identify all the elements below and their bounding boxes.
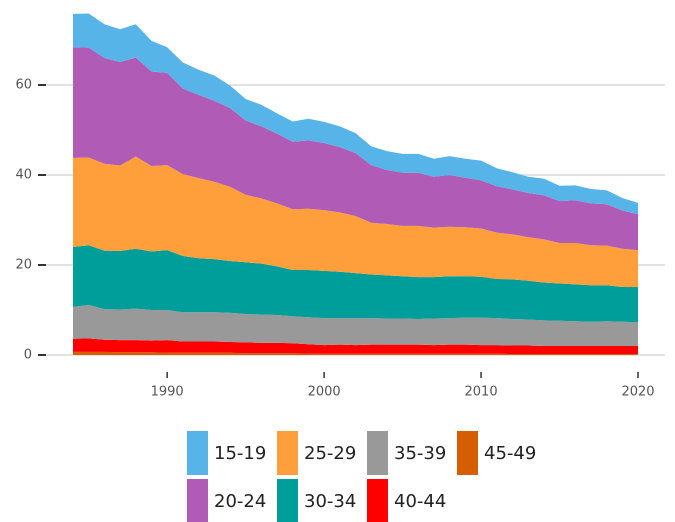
- y-tick-label: 60: [15, 78, 32, 93]
- legend-label: 30-34: [304, 491, 356, 512]
- legend-swatch: [277, 431, 298, 475]
- legend-label: 45-49: [484, 443, 536, 464]
- y-tick-label: 20: [15, 258, 32, 273]
- legend-swatch: [187, 431, 208, 475]
- area: [73, 305, 638, 346]
- area: [73, 47, 638, 251]
- area: [73, 351, 638, 355]
- x-tick-label: 1990: [151, 385, 184, 400]
- legend-swatch: [367, 431, 388, 475]
- x-tick-label: 2010: [465, 385, 498, 400]
- area: [73, 245, 638, 323]
- legend-label: 35-39: [394, 443, 446, 464]
- legend-swatch: [277, 479, 298, 522]
- legend-swatch: [187, 479, 208, 522]
- y-tick-label: 0: [24, 348, 32, 363]
- legend-swatch: [367, 479, 388, 522]
- legend-label: 40-44: [394, 491, 446, 512]
- area: [73, 13, 638, 215]
- legend-label: 20-24: [214, 491, 266, 512]
- x-tick-label: 2020: [621, 385, 654, 400]
- legend-swatch: [457, 431, 478, 475]
- legend-label: 15-19: [214, 443, 266, 464]
- x-tick-label: 2000: [308, 385, 341, 400]
- area: [73, 156, 638, 288]
- y-tick-label: 40: [15, 168, 32, 183]
- area: [73, 338, 638, 355]
- legend-label: 25-29: [304, 443, 356, 464]
